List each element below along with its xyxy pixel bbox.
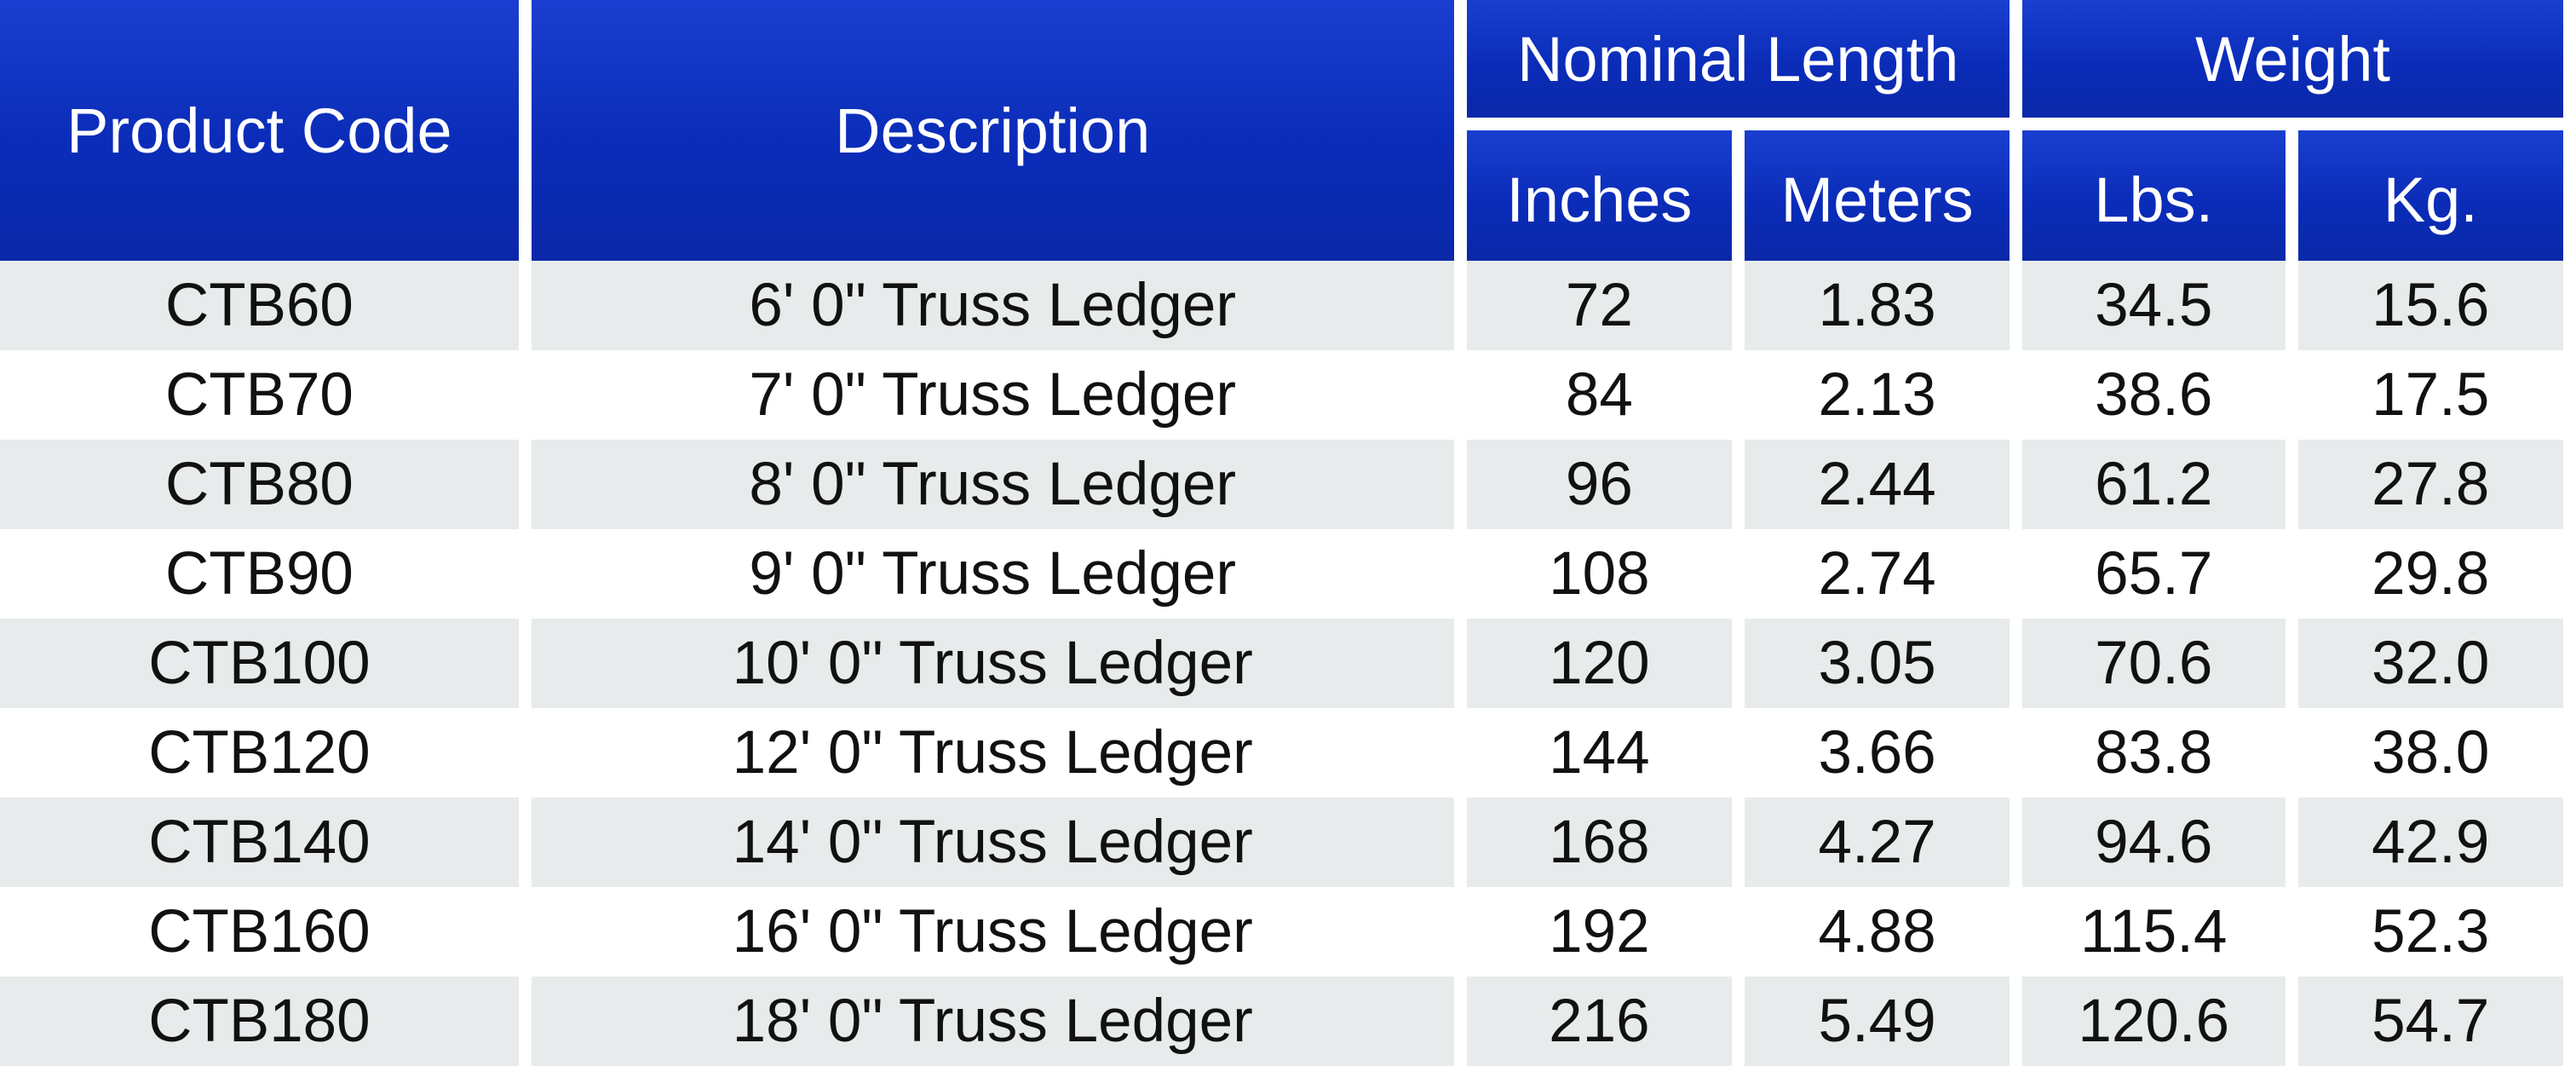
lbs-cell: 65.7	[2021, 529, 2286, 619]
kg-cell: 15.6	[2297, 261, 2563, 350]
description-cell: 7' 0" Truss Ledger	[531, 350, 1454, 440]
description-cell: 12' 0" Truss Ledger	[531, 708, 1454, 798]
product-code-cell: CTB120	[0, 708, 519, 798]
header-inches: Inches	[1466, 130, 1733, 261]
header-nominal-length: Nominal Length	[1466, 0, 2010, 118]
description-cell: 18' 0" Truss Ledger	[531, 977, 1454, 1066]
description-cell: 8' 0" Truss Ledger	[531, 440, 1454, 529]
inches-cell: 192	[1466, 887, 1733, 977]
header-product-code: Product Code	[0, 0, 519, 261]
kg-cell: 42.9	[2297, 798, 2563, 887]
inches-cell: 144	[1466, 708, 1733, 798]
lbs-cell: 94.6	[2021, 798, 2286, 887]
meters-cell: 4.27	[1745, 798, 2010, 887]
kg-cell: 32.0	[2297, 619, 2563, 708]
table-body: CTB60 6' 0" Truss Ledger 72 1.83 34.5 15.6 CTB…	[0, 261, 2563, 1066]
table-row: CTB160 16' 0" Truss Ledger 192 4.88 115.4 52.…	[0, 887, 2563, 977]
inches-cell: 108	[1466, 529, 1733, 619]
header-lbs: Lbs.	[2021, 130, 2286, 261]
table-row: CTB60 6' 0" Truss Ledger 72 1.83 34.5 15.6	[0, 261, 2563, 350]
lbs-cell: 38.6	[2021, 350, 2286, 440]
table-row: CTB80 8' 0" Truss Ledger 96 2.44 61.2 27.8	[0, 440, 2563, 529]
meters-cell: 3.66	[1745, 708, 2010, 798]
kg-cell: 38.0	[2297, 708, 2563, 798]
kg-cell: 17.5	[2297, 350, 2563, 440]
kg-cell: 27.8	[2297, 440, 2563, 529]
product-code-cell: CTB180	[0, 977, 519, 1066]
table-header: Product Code Description Nominal Length …	[0, 0, 2563, 261]
product-code-cell: CTB70	[0, 350, 519, 440]
meters-cell: 2.74	[1745, 529, 2010, 619]
lbs-cell: 61.2	[2021, 440, 2286, 529]
table-row: CTB140 14' 0" Truss Ledger 168 4.27 94.6 42.9	[0, 798, 2563, 887]
header-weight: Weight	[2021, 0, 2563, 118]
meters-cell: 2.13	[1745, 350, 2010, 440]
description-cell: 9' 0" Truss Ledger	[531, 529, 1454, 619]
table-row: CTB70 7' 0" Truss Ledger 84 2.13 38.6 17.5	[0, 350, 2563, 440]
product-code-cell: CTB90	[0, 529, 519, 619]
description-cell: 6' 0" Truss Ledger	[531, 261, 1454, 350]
lbs-cell: 115.4	[2021, 887, 2286, 977]
description-cell: 16' 0" Truss Ledger	[531, 887, 1454, 977]
meters-cell: 2.44	[1745, 440, 2010, 529]
meters-cell: 3.05	[1745, 619, 2010, 708]
product-code-cell: CTB100	[0, 619, 519, 708]
kg-cell: 29.8	[2297, 529, 2563, 619]
table-row: CTB120 12' 0" Truss Ledger 144 3.66 83.8 38.0	[0, 708, 2563, 798]
description-cell: 14' 0" Truss Ledger	[531, 798, 1454, 887]
kg-cell: 54.7	[2297, 977, 2563, 1066]
table-row: CTB90 9' 0" Truss Ledger 108 2.74 65.7 29.8	[0, 529, 2563, 619]
product-code-cell: CTB160	[0, 887, 519, 977]
meters-cell: 1.83	[1745, 261, 2010, 350]
inches-cell: 72	[1466, 261, 1733, 350]
header-kg: Kg.	[2297, 130, 2563, 261]
kg-cell: 52.3	[2297, 887, 2563, 977]
inches-cell: 120	[1466, 619, 1733, 708]
lbs-cell: 34.5	[2021, 261, 2286, 350]
product-code-cell: CTB140	[0, 798, 519, 887]
lbs-cell: 120.6	[2021, 977, 2286, 1066]
header-description: Description	[531, 0, 1454, 261]
header-meters: Meters	[1745, 130, 2010, 261]
lbs-cell: 83.8	[2021, 708, 2286, 798]
lbs-cell: 70.6	[2021, 619, 2286, 708]
product-code-cell: CTB80	[0, 440, 519, 529]
meters-cell: 5.49	[1745, 977, 2010, 1066]
table-row: CTB100 10' 0" Truss Ledger 120 3.05 70.6 32.0	[0, 619, 2563, 708]
description-cell: 10' 0" Truss Ledger	[531, 619, 1454, 708]
inches-cell: 96	[1466, 440, 1733, 529]
inches-cell: 84	[1466, 350, 1733, 440]
inches-cell: 216	[1466, 977, 1733, 1066]
inches-cell: 168	[1466, 798, 1733, 887]
product-code-cell: CTB60	[0, 261, 519, 350]
meters-cell: 4.88	[1745, 887, 2010, 977]
table-row: CTB180 18' 0" Truss Ledger 216 5.49 120.6 54.…	[0, 977, 2563, 1066]
